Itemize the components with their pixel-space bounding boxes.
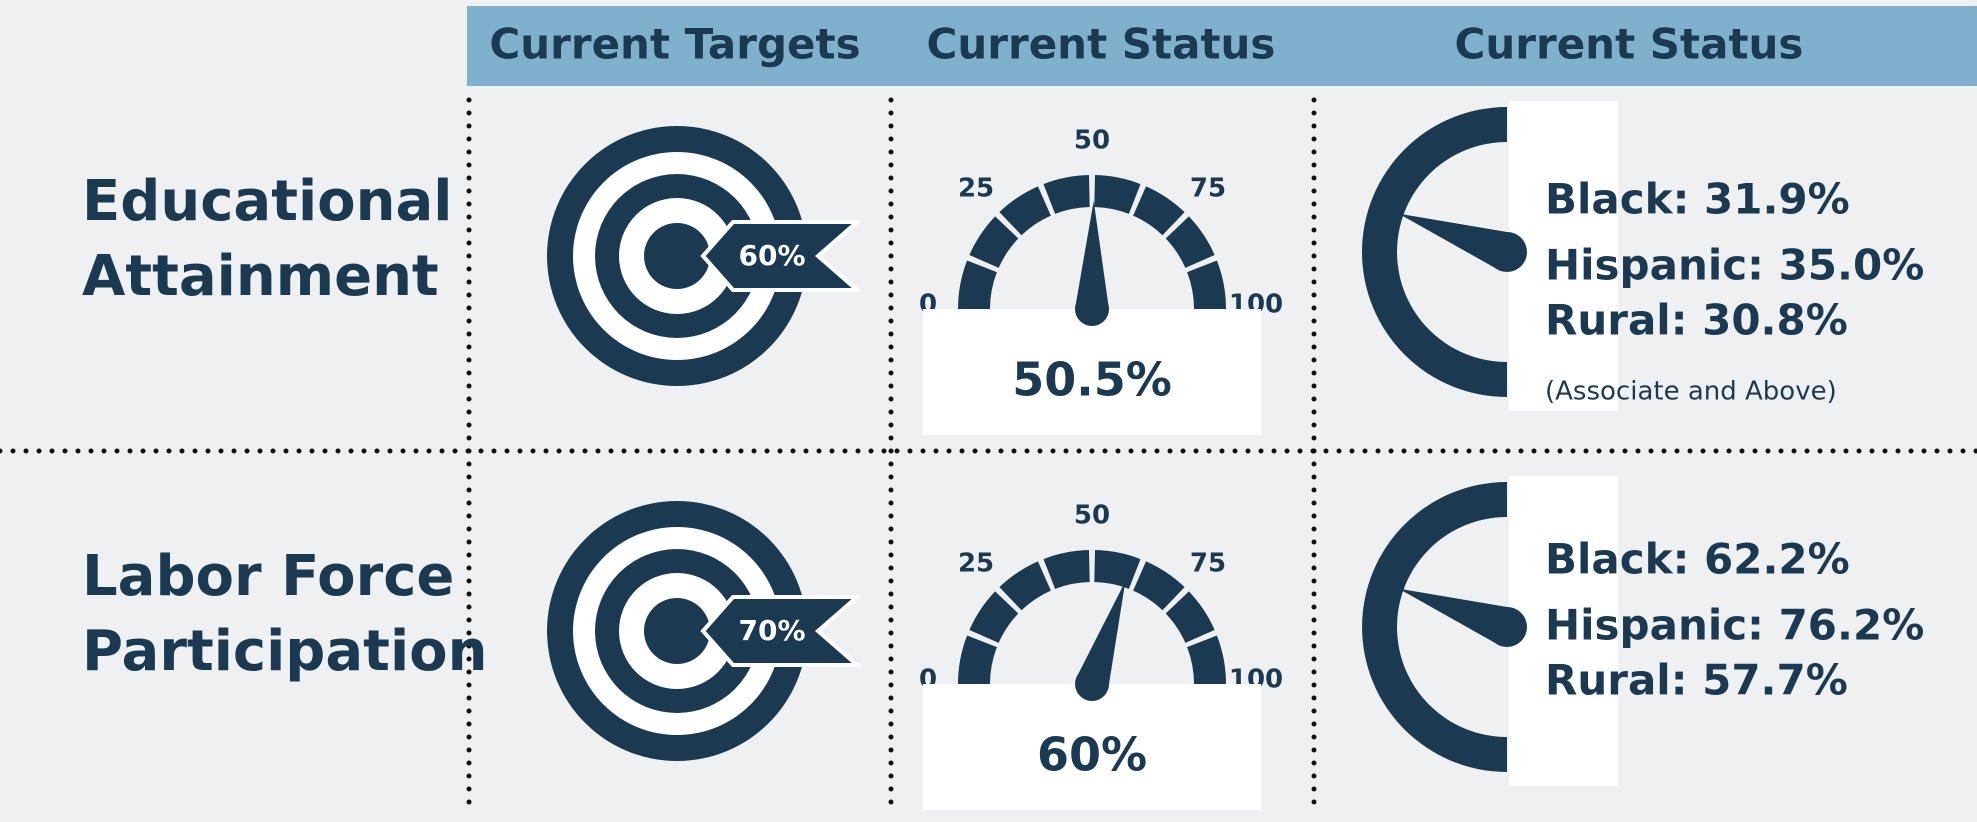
row-label: Educational: [82, 169, 452, 234]
gauge-segment: [1043, 175, 1090, 214]
target-ring: [644, 223, 710, 289]
gauge-segment: [969, 216, 1019, 268]
gauge-segment: [1165, 216, 1215, 268]
gauge-needle: [1075, 581, 1126, 690]
gauge-segment: [958, 260, 997, 309]
gauge-segment: [958, 635, 997, 684]
breakdown-note: (Associate and Above): [1545, 377, 1837, 407]
row-label: Attainment: [82, 244, 439, 309]
target-label: 60%: [738, 239, 805, 272]
gauge-tick-label: 50: [1074, 501, 1110, 531]
breakdown-needle: [1398, 588, 1514, 646]
gauge-tick-label: 25: [958, 549, 994, 579]
breakdown-arc: [1362, 482, 1507, 772]
status-value: 60%: [1037, 728, 1147, 782]
breakdown-arc: [1362, 107, 1507, 397]
gauge-needle: [1075, 201, 1109, 310]
value-box: [923, 309, 1261, 435]
target-label: 70%: [738, 614, 805, 647]
target-ring: [644, 598, 710, 664]
target-flag: [700, 220, 863, 292]
status-value: 50.5%: [1012, 353, 1172, 407]
row-label: Participation: [82, 619, 487, 684]
header-label: Current Targets: [489, 20, 860, 69]
gauge-segment: [1133, 186, 1185, 236]
breakdown-line: Rural: 30.8%: [1545, 296, 1848, 345]
gauge-segment: [969, 591, 1019, 643]
gauge-segment: [1094, 550, 1141, 589]
breakdown-line: Black: 31.9%: [1545, 175, 1850, 224]
gauge-segment: [1094, 175, 1141, 214]
gauge-tick-label: 75: [1190, 174, 1226, 204]
row-label: Labor Force: [82, 544, 454, 609]
breakdown-line: Rural: 57.7%: [1545, 656, 1848, 705]
value-box: [923, 684, 1261, 810]
gauge-segment: [1187, 260, 1226, 309]
dividers: [0, 97, 1977, 813]
breakdown-line: Hispanic: 76.2%: [1545, 601, 1924, 650]
breakdown-panel: [1509, 476, 1618, 786]
header-label: Current Status: [1455, 20, 1804, 69]
header-label: Current Status: [927, 20, 1276, 69]
gauge-segment: [1187, 635, 1226, 684]
gauge-segment: [999, 561, 1051, 611]
breakdown-line: Hispanic: 35.0%: [1545, 241, 1924, 290]
gauge-tick-label: 50: [1074, 126, 1110, 156]
gauge-segment: [1043, 550, 1090, 589]
target-flag: [700, 595, 863, 667]
breakdown-needle: [1398, 213, 1514, 271]
gauge-tick-label: 25: [958, 174, 994, 204]
breakdown-panel: [1509, 101, 1618, 411]
header-bar: [467, 6, 1977, 86]
gauge-segment: [999, 186, 1051, 236]
gauge-tick-label: 75: [1190, 549, 1226, 579]
gauge-segment: [1133, 561, 1185, 611]
breakdown-line: Black: 62.2%: [1545, 535, 1850, 584]
gauge-segment: [1165, 591, 1215, 643]
